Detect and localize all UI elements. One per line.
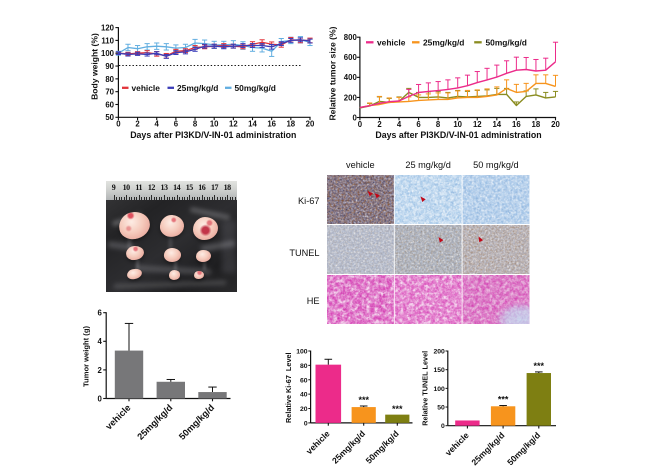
svg-text:6: 6: [97, 309, 102, 318]
svg-text:2: 2: [377, 120, 382, 129]
svg-text:20: 20: [306, 120, 315, 129]
svg-text:Relative TUNEL Level: Relative TUNEL Level: [421, 351, 430, 426]
svg-text:0: 0: [358, 120, 363, 129]
svg-text:50mg/kg/d: 50mg/kg/d: [505, 430, 542, 467]
svg-text:vehicle: vehicle: [104, 403, 133, 432]
svg-text:70: 70: [105, 88, 114, 97]
svg-text:***: ***: [358, 395, 369, 405]
svg-text:60: 60: [300, 377, 308, 384]
svg-text:20: 20: [551, 120, 560, 129]
svg-text:50mg/kg/d: 50mg/kg/d: [177, 403, 216, 442]
svg-text:400: 400: [344, 73, 358, 82]
svg-text:90: 90: [105, 62, 114, 71]
svg-text:Relative tumor size (%): Relative tumor size (%): [327, 26, 337, 120]
svg-text:***: ***: [534, 361, 545, 371]
svg-text:100: 100: [296, 349, 308, 356]
svg-text:50mg/kg/d: 50mg/kg/d: [235, 83, 276, 93]
svg-text:40: 40: [300, 392, 308, 399]
svg-text:200: 200: [433, 349, 445, 356]
svg-text:14: 14: [492, 120, 501, 129]
svg-text:50mg/kg/d: 50mg/kg/d: [364, 429, 401, 466]
svg-text:0: 0: [352, 113, 357, 122]
svg-text:200: 200: [344, 93, 358, 102]
svg-text:Relative Ki-67 Level: Relative Ki-67 Level: [284, 352, 293, 423]
svg-text:Body weight (%): Body weight (%): [90, 33, 100, 100]
svg-text:20: 20: [300, 406, 308, 413]
svg-text:25mg/kg/d: 25mg/kg/d: [330, 429, 367, 466]
svg-text:vehicle: vehicle: [132, 83, 161, 93]
svg-text:6: 6: [416, 120, 421, 129]
svg-text:Days after PI3KD/V-IN-01 admin: Days after PI3KD/V-IN-01 administration: [375, 130, 541, 140]
svg-text:25mg/kg/d: 25mg/kg/d: [177, 83, 218, 93]
svg-text:***: ***: [392, 404, 403, 414]
svg-text:4: 4: [397, 120, 402, 129]
svg-text:50: 50: [437, 405, 445, 412]
svg-text:4: 4: [155, 120, 160, 129]
svg-text:6: 6: [174, 120, 179, 129]
svg-text:16: 16: [267, 120, 276, 129]
svg-text:50mg/kg/d: 50mg/kg/d: [486, 37, 527, 47]
svg-text:8: 8: [193, 120, 198, 129]
svg-text:18: 18: [286, 120, 295, 129]
svg-text:25mg/kg/d: 25mg/kg/d: [423, 37, 464, 47]
svg-text:120: 120: [101, 24, 115, 33]
svg-text:vehicle: vehicle: [377, 37, 406, 47]
svg-text:0: 0: [441, 423, 445, 430]
svg-text:***: ***: [498, 395, 509, 405]
svg-text:10: 10: [210, 120, 219, 129]
svg-text:12: 12: [473, 120, 482, 129]
svg-text:14: 14: [248, 120, 257, 129]
svg-text:600: 600: [344, 53, 358, 62]
svg-text:4: 4: [97, 337, 102, 346]
svg-text:vehicle: vehicle: [443, 430, 471, 458]
svg-text:16: 16: [512, 120, 521, 129]
svg-text:Days after PI3KD/V-IN-01 admin: Days after PI3KD/V-IN-01 administration: [130, 130, 296, 140]
svg-text:80: 80: [300, 363, 308, 370]
svg-text:100: 100: [101, 49, 115, 58]
svg-text:100: 100: [433, 386, 445, 393]
svg-text:12: 12: [229, 120, 238, 129]
svg-text:150: 150: [433, 367, 445, 374]
svg-text:25mg/kg/d: 25mg/kg/d: [469, 430, 506, 467]
svg-text:10: 10: [453, 120, 462, 129]
svg-text:110: 110: [101, 36, 114, 45]
svg-text:Tumor weight (g): Tumor weight (g): [82, 326, 91, 387]
svg-text:8: 8: [436, 120, 441, 129]
svg-text:0: 0: [97, 394, 102, 403]
svg-text:50: 50: [105, 113, 114, 122]
svg-text:25mg/kg/d: 25mg/kg/d: [135, 403, 174, 442]
svg-text:80: 80: [105, 75, 114, 84]
svg-text:2: 2: [97, 366, 102, 375]
svg-text:0: 0: [116, 120, 121, 129]
svg-text:800: 800: [344, 33, 358, 42]
svg-text:18: 18: [532, 120, 541, 129]
svg-text:60: 60: [105, 100, 114, 109]
svg-text:2: 2: [135, 120, 140, 129]
svg-text:0: 0: [304, 420, 308, 427]
svg-text:vehicle: vehicle: [304, 428, 332, 456]
